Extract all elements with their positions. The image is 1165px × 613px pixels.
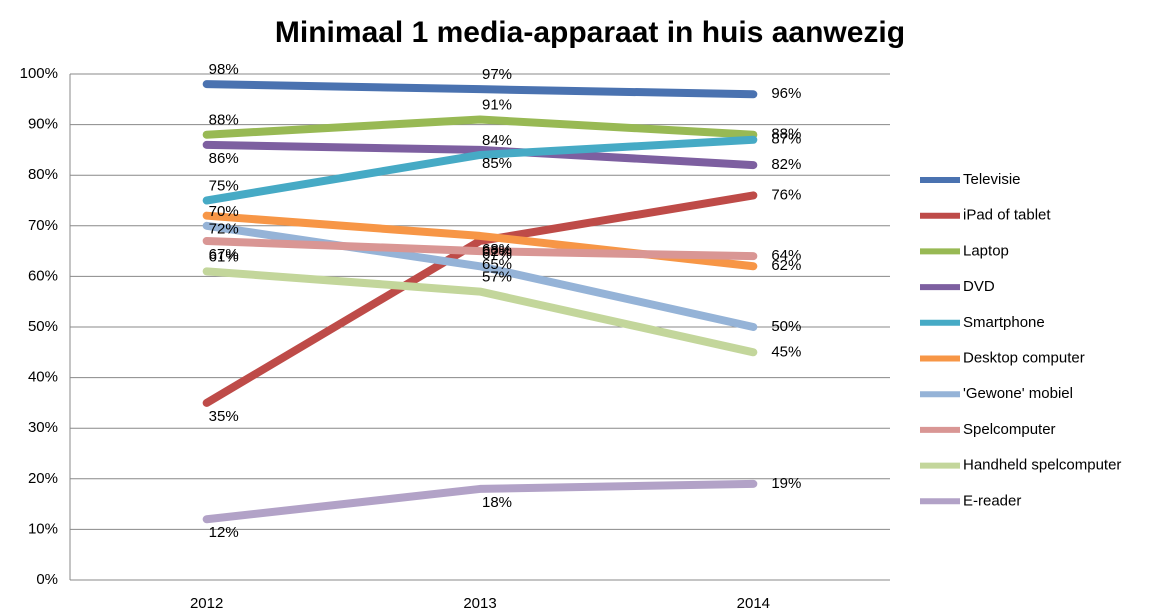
series-line — [202, 115, 758, 139]
data-label: 97% — [482, 66, 512, 83]
series-line — [202, 221, 758, 331]
data-label: 85% — [482, 155, 512, 172]
y-tick-label: 0% — [36, 571, 58, 588]
legend-label: iPad of tablet — [963, 207, 1051, 224]
data-label: 45% — [771, 343, 801, 360]
data-label: 18% — [482, 494, 512, 511]
series-line — [202, 135, 758, 205]
data-label: 82% — [771, 156, 801, 173]
data-label: 61% — [209, 248, 239, 265]
legend-label: Handheld spelcomputer — [963, 457, 1121, 474]
data-label: 91% — [482, 97, 512, 114]
data-label: 84% — [482, 132, 512, 149]
y-tick-label: 20% — [28, 470, 58, 487]
series-line — [202, 140, 758, 170]
y-tick-label: 30% — [28, 419, 58, 436]
data-label: 96% — [771, 85, 801, 102]
series-line — [202, 479, 758, 524]
data-label: 72% — [209, 221, 239, 238]
data-label: 88% — [771, 126, 801, 143]
y-tick-label: 100% — [20, 65, 58, 82]
data-label: 35% — [209, 408, 239, 425]
series-line — [202, 236, 758, 261]
data-label: 62% — [771, 257, 801, 274]
legend-label: E-reader — [963, 492, 1021, 509]
x-tick-label: 2012 — [190, 595, 223, 612]
chart-title: Minimaal 1 media-apparaat in huis aanwez… — [275, 16, 905, 49]
data-label: 62% — [482, 243, 512, 260]
y-tick-label: 80% — [28, 166, 58, 183]
y-tick-label: 70% — [28, 217, 58, 234]
data-label: 65% — [482, 256, 512, 273]
y-tick-label: 60% — [28, 267, 58, 284]
data-label: 67% — [209, 246, 239, 263]
legend-label: Smartphone — [963, 314, 1045, 331]
data-label: 88% — [209, 112, 239, 129]
legend-label: Laptop — [963, 242, 1009, 259]
data-label: 75% — [209, 177, 239, 194]
x-tick-label: 2014 — [737, 595, 770, 612]
legend-label: 'Gewone' mobiel — [963, 385, 1073, 402]
legend-label: Spelcomputer — [963, 421, 1056, 438]
data-label: 50% — [771, 318, 801, 335]
y-tick-label: 10% — [28, 520, 58, 537]
legend-label: Televisie — [963, 171, 1021, 188]
y-tick-label: 40% — [28, 369, 58, 386]
series-line — [202, 267, 758, 357]
legend-label: DVD — [963, 278, 995, 295]
x-tick-label: 2013 — [463, 595, 496, 612]
y-tick-label: 50% — [28, 318, 58, 335]
data-label: 86% — [209, 150, 239, 167]
series-line — [202, 191, 758, 407]
y-tick-label: 90% — [28, 116, 58, 133]
data-label: 64% — [771, 247, 801, 264]
data-label: 57% — [482, 269, 512, 286]
data-label: 70% — [209, 203, 239, 220]
data-label: 87% — [771, 131, 801, 148]
data-label: 76% — [771, 186, 801, 203]
series-line — [202, 80, 758, 99]
legend-label: Desktop computer — [963, 349, 1085, 366]
data-label: 19% — [771, 475, 801, 492]
data-label: 98% — [209, 61, 239, 78]
data-label: 68% — [482, 241, 512, 258]
data-label: 12% — [209, 524, 239, 541]
data-label: 67% — [482, 246, 512, 263]
